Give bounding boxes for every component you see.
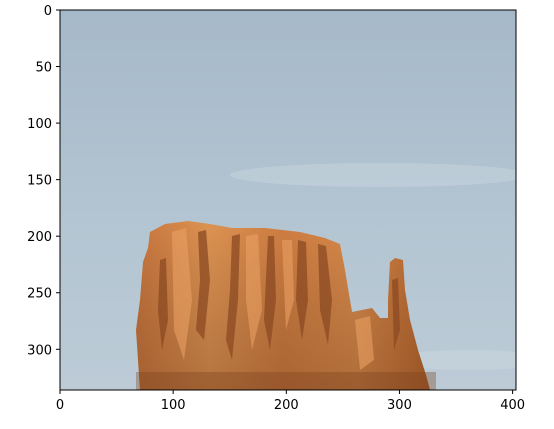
axes-frame bbox=[59, 9, 517, 391]
y-axis: 0 50 100 150 200 250 300 bbox=[27, 4, 60, 358]
y-tick-label: 0 bbox=[44, 4, 52, 19]
x-axis: 0 100 200 300 400 bbox=[56, 390, 525, 413]
cloud-band bbox=[230, 163, 516, 187]
y-tick-label: 300 bbox=[27, 343, 52, 358]
y-tick-label: 200 bbox=[27, 230, 52, 245]
x-tick-label: 200 bbox=[274, 398, 299, 413]
rock-crevices bbox=[158, 230, 400, 360]
y-tick-label: 150 bbox=[27, 174, 52, 189]
y-tick-label: 250 bbox=[27, 287, 52, 302]
y-tick-label: 100 bbox=[27, 117, 52, 132]
rock-highlights bbox=[172, 228, 374, 370]
rock-base bbox=[136, 372, 436, 390]
photo bbox=[60, 10, 516, 390]
butte-shade bbox=[136, 221, 430, 390]
y-tick-label: 50 bbox=[35, 61, 52, 76]
x-tick-label: 100 bbox=[161, 398, 186, 413]
x-tick-label: 0 bbox=[56, 398, 64, 413]
x-tick-label: 400 bbox=[500, 398, 525, 413]
x-tick-label: 300 bbox=[387, 398, 412, 413]
